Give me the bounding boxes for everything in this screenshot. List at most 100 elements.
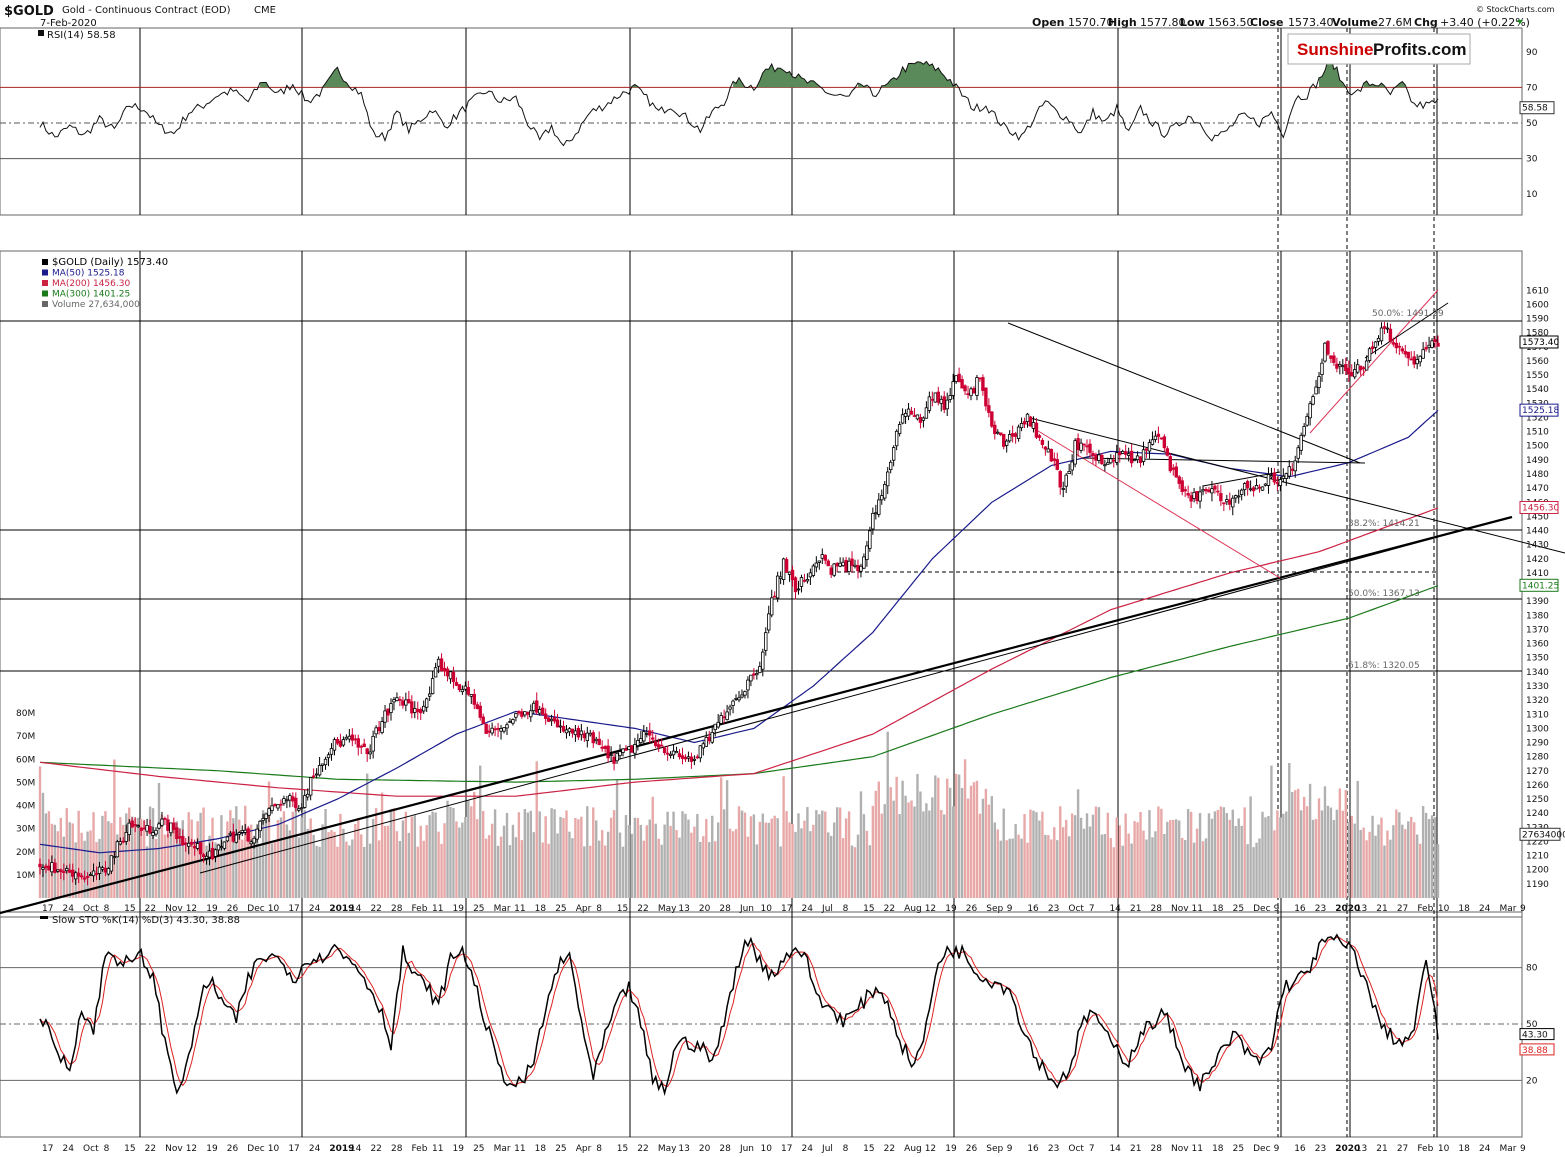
- candle-body: [713, 723, 717, 731]
- volume-bar: [663, 824, 666, 898]
- volume-label: Volume: [1332, 16, 1378, 29]
- candle-body: [187, 842, 191, 847]
- x-label-price: 17: [288, 904, 299, 914]
- candle-body: [359, 745, 363, 748]
- volume-bar: [1076, 789, 1080, 898]
- volume-bar: [128, 807, 131, 898]
- candle-body: [457, 684, 462, 691]
- candle-body: [1171, 467, 1175, 470]
- x-label-price: Nov: [165, 904, 183, 914]
- volume-bar: [1341, 810, 1345, 898]
- volume-bar: [529, 810, 532, 898]
- volume-bar: [502, 825, 506, 898]
- candle-body: [722, 716, 726, 719]
- volume-bar: [725, 780, 729, 898]
- candle-body: [1210, 488, 1214, 494]
- candle-body: [1049, 448, 1054, 462]
- price-tick-label: 1340: [1526, 668, 1549, 678]
- price-tick-label: 1280: [1526, 753, 1549, 763]
- candle-body: [1031, 422, 1036, 429]
- volume-bar: [1237, 818, 1240, 898]
- volume-bar: [931, 797, 934, 898]
- candle-body: [314, 773, 319, 776]
- volume-bar: [487, 835, 491, 898]
- volume-bar: [1151, 837, 1154, 898]
- candle-body: [424, 698, 429, 708]
- candle-body: [912, 415, 917, 417]
- candle-body: [707, 736, 711, 742]
- x-label-sto: 28: [391, 1144, 403, 1154]
- candle-body: [1335, 363, 1339, 369]
- candle-body: [451, 671, 456, 682]
- volume-bar: [428, 815, 431, 898]
- candle-body: [1052, 458, 1056, 461]
- candle-body: [1046, 448, 1051, 453]
- candle-body: [335, 738, 340, 744]
- candle-body: [181, 835, 185, 846]
- x-label-sto: 15: [124, 1144, 135, 1154]
- volume-bar: [285, 824, 289, 898]
- candle-body: [532, 702, 536, 712]
- volume-bar: [859, 791, 863, 898]
- volume-bar: [603, 845, 607, 898]
- x-label-sto: Aug: [904, 1144, 922, 1154]
- candle-body: [1132, 459, 1137, 462]
- volume-last-label: 27634000: [1522, 830, 1565, 840]
- candle-body: [903, 412, 908, 417]
- volume-bar: [755, 844, 759, 898]
- volume-bar: [252, 838, 256, 898]
- candle-body: [1115, 452, 1119, 463]
- volume-bar: [719, 777, 723, 898]
- candle-body: [1162, 436, 1167, 448]
- candle-body: [1037, 435, 1042, 438]
- fib-label: 50.0%: 1367.13: [1348, 589, 1420, 599]
- volume-bar: [517, 812, 521, 898]
- price-tick-label: 1250: [1526, 795, 1549, 805]
- x-label-price: 22: [370, 904, 381, 914]
- up-arrow-icon: [1517, 20, 1523, 24]
- candle-body: [740, 694, 744, 698]
- volume-bar: [800, 828, 803, 898]
- x-label-sto: 27: [1397, 1144, 1408, 1154]
- volume-bar: [407, 832, 411, 898]
- volume-bar: [1157, 806, 1160, 898]
- volume-bar: [238, 819, 241, 898]
- grid-layer: [0, 28, 1522, 1137]
- price-tick-label: 1580: [1526, 329, 1549, 339]
- candle-body: [778, 576, 783, 579]
- candle-body: [1126, 453, 1131, 456]
- volume-bar: [89, 830, 92, 898]
- trendline: [1024, 422, 1281, 579]
- volume-bar: [151, 808, 155, 898]
- volume-bar: [41, 792, 45, 898]
- volume-bar: [716, 822, 720, 898]
- volume-bar: [907, 802, 910, 898]
- x-label-sto: 15: [617, 1144, 628, 1154]
- rsi-legend-swatch: [38, 30, 44, 36]
- candle-body: [755, 673, 759, 676]
- candle-body: [737, 697, 741, 701]
- candle-body: [1073, 440, 1077, 465]
- rsi-line: [39, 55, 1439, 147]
- candle-body: [1296, 447, 1300, 459]
- x-label-sto: 9: [1274, 1144, 1280, 1154]
- price-tick-label: 1600: [1526, 300, 1549, 310]
- price-last-box: [1519, 335, 1559, 349]
- volume-bar: [687, 819, 690, 898]
- volume-bar: [422, 840, 425, 898]
- candle-body: [252, 837, 256, 844]
- candle-body: [264, 813, 268, 819]
- candle-body: [954, 375, 958, 382]
- x-label-sto: 21: [1130, 1144, 1141, 1154]
- volume-bar: [1100, 834, 1104, 898]
- volume-bar: [577, 819, 580, 898]
- candle-body: [984, 387, 988, 407]
- candle-body: [1159, 437, 1164, 440]
- volume-bar: [550, 808, 553, 898]
- x-label-price: 21: [1376, 904, 1387, 914]
- candle-body: [297, 808, 301, 811]
- candle-body: [1403, 351, 1407, 355]
- candle-body: [439, 658, 444, 671]
- volume-bar: [410, 816, 414, 898]
- candle-body: [422, 705, 426, 712]
